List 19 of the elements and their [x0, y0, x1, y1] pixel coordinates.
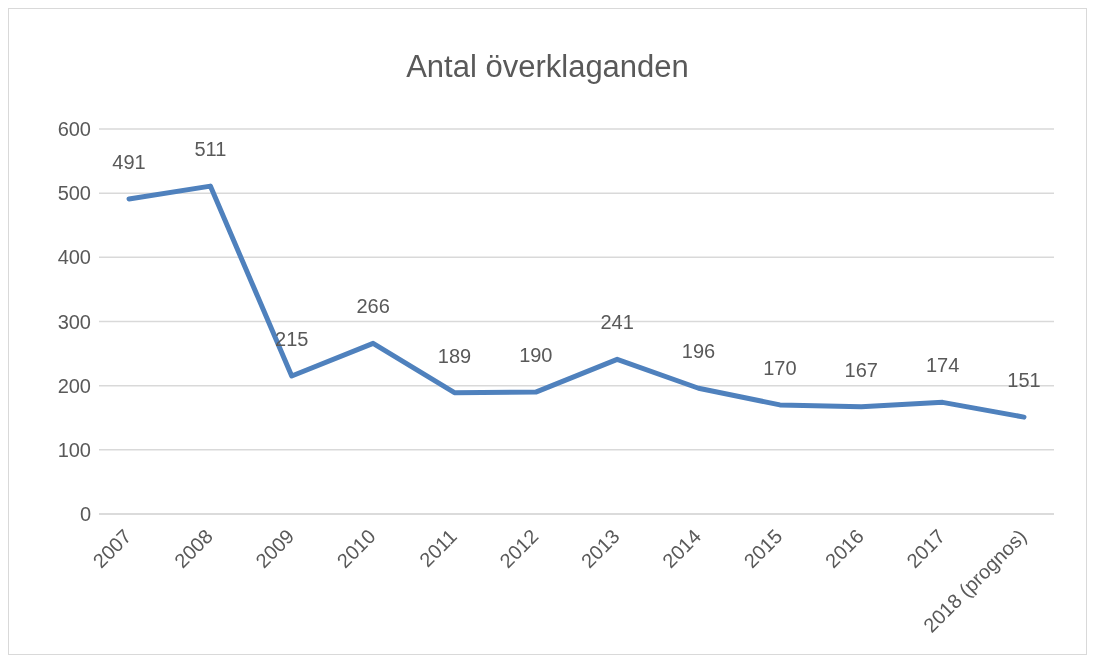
- data-label: 190: [519, 344, 553, 367]
- data-label: 266: [356, 295, 390, 318]
- y-tick-label: 400: [57, 246, 91, 269]
- data-label: 174: [925, 354, 960, 377]
- y-tick-label: 200: [57, 374, 91, 397]
- data-label: 511: [194, 138, 227, 161]
- data-label: 491: [112, 150, 146, 173]
- y-tick-label: 300: [57, 310, 91, 333]
- data-label: 196: [681, 340, 716, 363]
- data-label: 151: [1007, 369, 1041, 392]
- y-tick-label: 100: [57, 438, 91, 461]
- data-label: 167: [844, 358, 878, 381]
- data-label: 189: [437, 344, 472, 367]
- chart-title: Antal överklaganden: [405, 48, 690, 86]
- y-tick-label: 600: [57, 118, 91, 141]
- y-tick-label: 0: [79, 503, 91, 526]
- data-label: 241: [600, 311, 634, 334]
- data-label: 170: [763, 356, 797, 379]
- y-tick-label: 500: [57, 182, 91, 205]
